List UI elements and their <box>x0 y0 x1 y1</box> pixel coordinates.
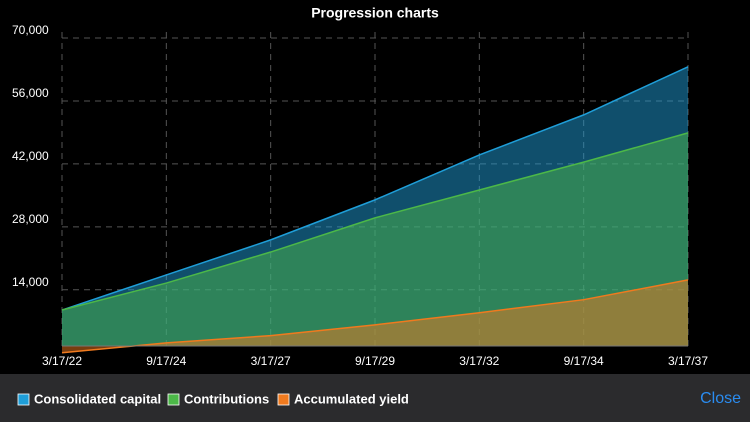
x-tick-label: 3/17/32 <box>459 354 499 368</box>
area-fill <box>62 279 688 353</box>
y-tick-label: 42,000 <box>12 149 49 163</box>
legend-label: Contributions <box>184 391 269 406</box>
legend-swatch <box>277 393 290 406</box>
legend-swatch <box>17 393 30 406</box>
x-tick-label: 3/17/37 <box>668 354 708 368</box>
x-tick-label: 9/17/34 <box>564 354 604 368</box>
y-tick-label: 70,000 <box>12 23 49 37</box>
area-line <box>61 66 689 311</box>
x-tick-label: 3/17/22 <box>42 354 82 368</box>
y-tick-label: 28,000 <box>12 212 49 226</box>
legend-label: Accumulated yield <box>294 391 409 406</box>
legend-swatch <box>167 393 180 406</box>
area-line <box>61 279 689 354</box>
area-line <box>61 132 689 311</box>
legend-bar <box>0 374 750 422</box>
x-tick-label: 9/17/29 <box>355 354 395 368</box>
area-fill <box>62 132 688 346</box>
y-tick-label: 56,000 <box>12 86 49 100</box>
chart-title: Progression charts <box>311 5 439 21</box>
x-tick-label: 3/17/27 <box>251 354 291 368</box>
y-tick-label: 14,000 <box>12 275 49 289</box>
legend-label: Consolidated capital <box>34 391 161 406</box>
x-tick-label: 9/17/24 <box>146 354 186 368</box>
close-button[interactable]: Close <box>700 390 741 407</box>
